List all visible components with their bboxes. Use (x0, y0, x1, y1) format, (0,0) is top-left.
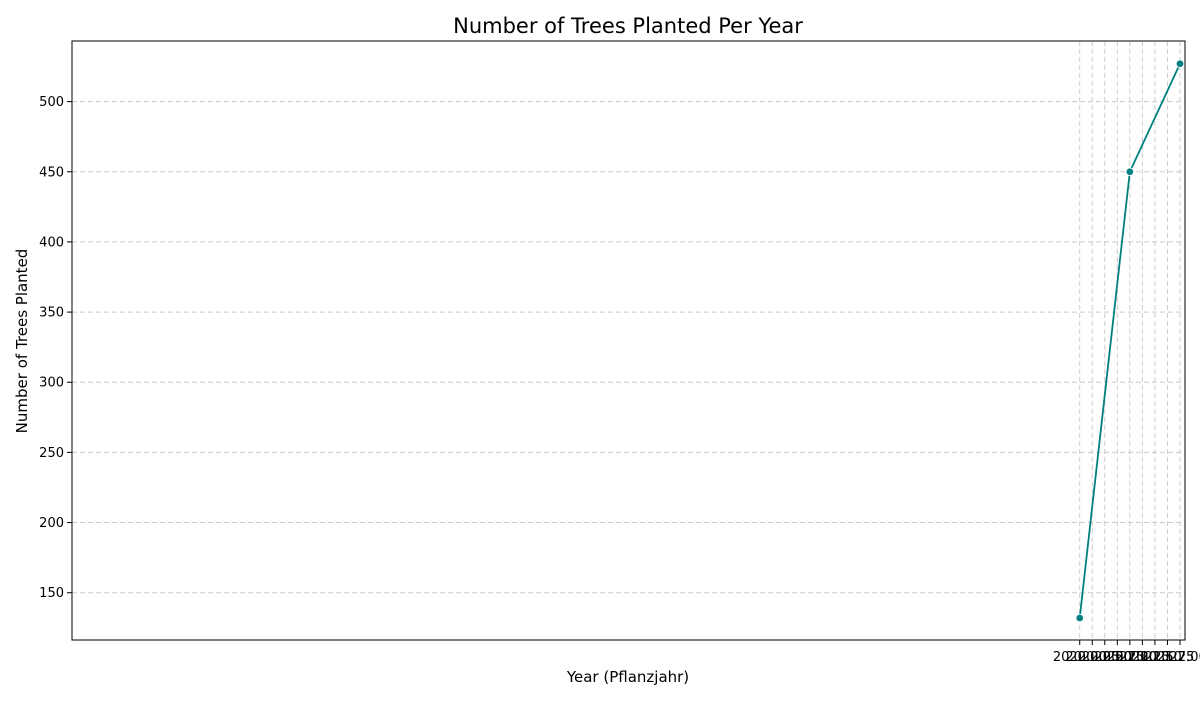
x-tick-label: 2021.00 (1103, 650, 1157, 665)
x-tick-label: 2020.00 (1053, 650, 1107, 665)
x-tick-label: 2020.75 (1090, 650, 1144, 665)
chart-title: Number of Trees Planted Per Year (453, 14, 803, 38)
y-tick-label: 250 (39, 446, 64, 461)
x-tick-label: 2021.50 (1128, 650, 1182, 665)
x-tick-label: 2020.25 (1065, 650, 1119, 665)
axes-frame (71, 40, 1186, 641)
y-tick-label: 400 (39, 235, 64, 250)
series-layer (1075, 59, 1185, 623)
y-tick-label: 300 (39, 376, 64, 391)
y-tick-label: 200 (39, 516, 64, 531)
x-tick-label: 2020.50 (1078, 650, 1132, 665)
x-axis-ticks: 2020.002020.252020.502020.752021.002021.… (1053, 640, 1200, 665)
x-tick-label: 2022.00 (1153, 650, 1200, 665)
x-axis-label: Year (Pflanzjahr) (566, 668, 689, 686)
y-tick-label: 350 (39, 306, 64, 321)
data-point (1075, 613, 1084, 623)
y-tick-label: 150 (39, 586, 64, 601)
x-tick-label: 2021.25 (1116, 650, 1170, 665)
y-tick-label: 500 (39, 95, 64, 110)
data-point (1125, 167, 1135, 176)
x-tick-label: 2021.75 (1141, 650, 1195, 665)
y-axis-label: Number of Trees Planted (13, 249, 31, 434)
y-tick-label: 450 (39, 165, 64, 180)
y-axis-ticks: 150 200 250 300 350 400 450 500 (39, 95, 72, 601)
data-point (1175, 59, 1185, 68)
grid (72, 41, 1185, 640)
